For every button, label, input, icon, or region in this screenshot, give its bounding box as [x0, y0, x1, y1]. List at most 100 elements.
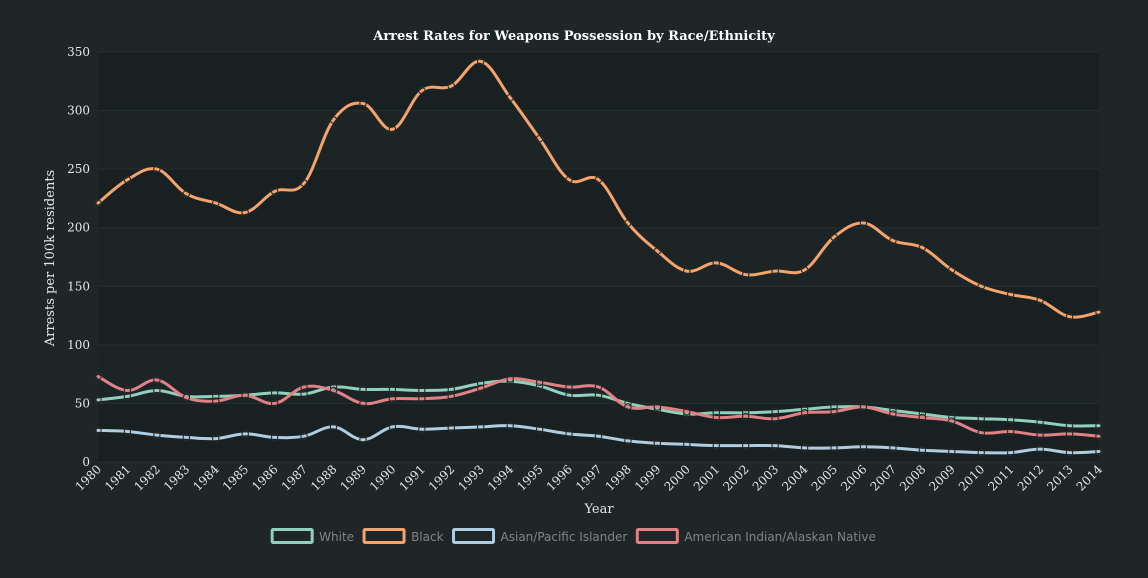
legend-label: Asian/Pacific Islander — [501, 530, 628, 544]
data-point — [1095, 432, 1103, 440]
data-point — [594, 391, 603, 399]
series-line — [96, 375, 1101, 438]
data-point — [1065, 448, 1074, 457]
data-point — [653, 403, 662, 411]
data-point — [359, 399, 367, 408]
data-point — [1006, 416, 1015, 424]
data-point — [800, 444, 809, 452]
y-axis-title: Arrests per 100k residents — [43, 170, 58, 347]
data-point — [1095, 447, 1103, 456]
data-point — [359, 435, 367, 444]
data-point — [94, 372, 102, 381]
y-tick-label: 50 — [75, 396, 90, 410]
data-point — [594, 175, 603, 184]
data-point — [359, 385, 367, 394]
data-point — [388, 125, 397, 134]
data-point — [948, 417, 956, 425]
legend-item: White — [270, 528, 354, 544]
data-point — [889, 236, 897, 245]
plot-band — [98, 52, 1099, 111]
data-point — [506, 375, 514, 383]
y-tick-label: 150 — [67, 279, 90, 293]
plot-bands — [98, 52, 1099, 462]
data-point — [771, 407, 779, 416]
data-point — [977, 428, 985, 437]
data-point — [800, 409, 809, 417]
data-point — [624, 403, 632, 411]
data-point — [123, 427, 132, 436]
data-point — [94, 199, 102, 207]
data-point — [447, 424, 456, 432]
data-point — [594, 432, 603, 440]
data-point — [476, 423, 485, 431]
data-point — [359, 99, 367, 108]
data-point — [270, 399, 279, 408]
data-point — [182, 433, 191, 442]
data-point — [1036, 296, 1044, 305]
legend-swatch — [452, 528, 496, 544]
data-point — [624, 219, 632, 227]
data-point — [1065, 312, 1074, 321]
series-asian-pacific-islander — [94, 421, 1103, 457]
data-point — [123, 175, 132, 184]
data-point — [1006, 448, 1015, 457]
series-white — [94, 377, 1103, 430]
data-point — [683, 440, 691, 449]
data-point — [123, 386, 132, 395]
y-tick-label: 250 — [67, 162, 90, 176]
data-point — [447, 385, 456, 394]
data-point — [771, 267, 779, 275]
data-point — [1095, 421, 1103, 430]
data-point — [212, 434, 220, 443]
data-point — [388, 394, 397, 403]
data-point — [182, 189, 191, 198]
plot-band — [98, 110, 1099, 170]
data-point — [300, 179, 308, 187]
data-point — [889, 444, 897, 452]
data-point — [506, 93, 514, 102]
data-point — [859, 443, 868, 451]
data-point — [565, 383, 573, 391]
series-american-indian-alaskan-native — [94, 372, 1103, 440]
y-tick-label: 0 — [82, 455, 90, 469]
legend-swatch — [270, 528, 314, 544]
data-point — [388, 423, 397, 431]
data-point — [418, 386, 426, 395]
data-point — [565, 391, 573, 399]
data-point — [329, 423, 338, 431]
data-point — [830, 407, 838, 416]
legend-label: Black — [411, 530, 444, 544]
data-point — [212, 397, 220, 405]
legend-item: Black — [362, 528, 444, 544]
data-point — [418, 86, 426, 95]
data-point — [535, 425, 544, 433]
y-axis-ticks: 0 50 100 150 200 250 300 350 — [67, 45, 90, 469]
data-point — [565, 430, 573, 438]
data-point — [476, 384, 485, 392]
data-point — [830, 444, 838, 452]
data-point — [712, 441, 721, 450]
data-point — [447, 392, 456, 401]
series-line — [96, 379, 1101, 428]
data-point — [1006, 427, 1015, 436]
data-point — [683, 407, 691, 416]
data-point — [300, 383, 308, 391]
plot-band — [98, 227, 1099, 287]
data-point — [212, 392, 220, 401]
legend-label: American Indian/Alaskan Native — [684, 530, 876, 544]
data-point — [241, 208, 249, 217]
data-point — [948, 447, 956, 456]
data-point — [771, 441, 779, 450]
data-point — [535, 378, 544, 387]
data-point — [889, 410, 897, 418]
data-point — [741, 412, 750, 421]
legend-item: American Indian/Alaskan Native — [635, 528, 876, 544]
data-point — [918, 413, 927, 422]
data-point — [800, 266, 809, 274]
plot-band — [98, 286, 1099, 345]
data-point — [918, 243, 927, 252]
data-point — [153, 376, 161, 384]
data-point — [830, 233, 838, 241]
y-tick-label: 200 — [67, 221, 90, 235]
